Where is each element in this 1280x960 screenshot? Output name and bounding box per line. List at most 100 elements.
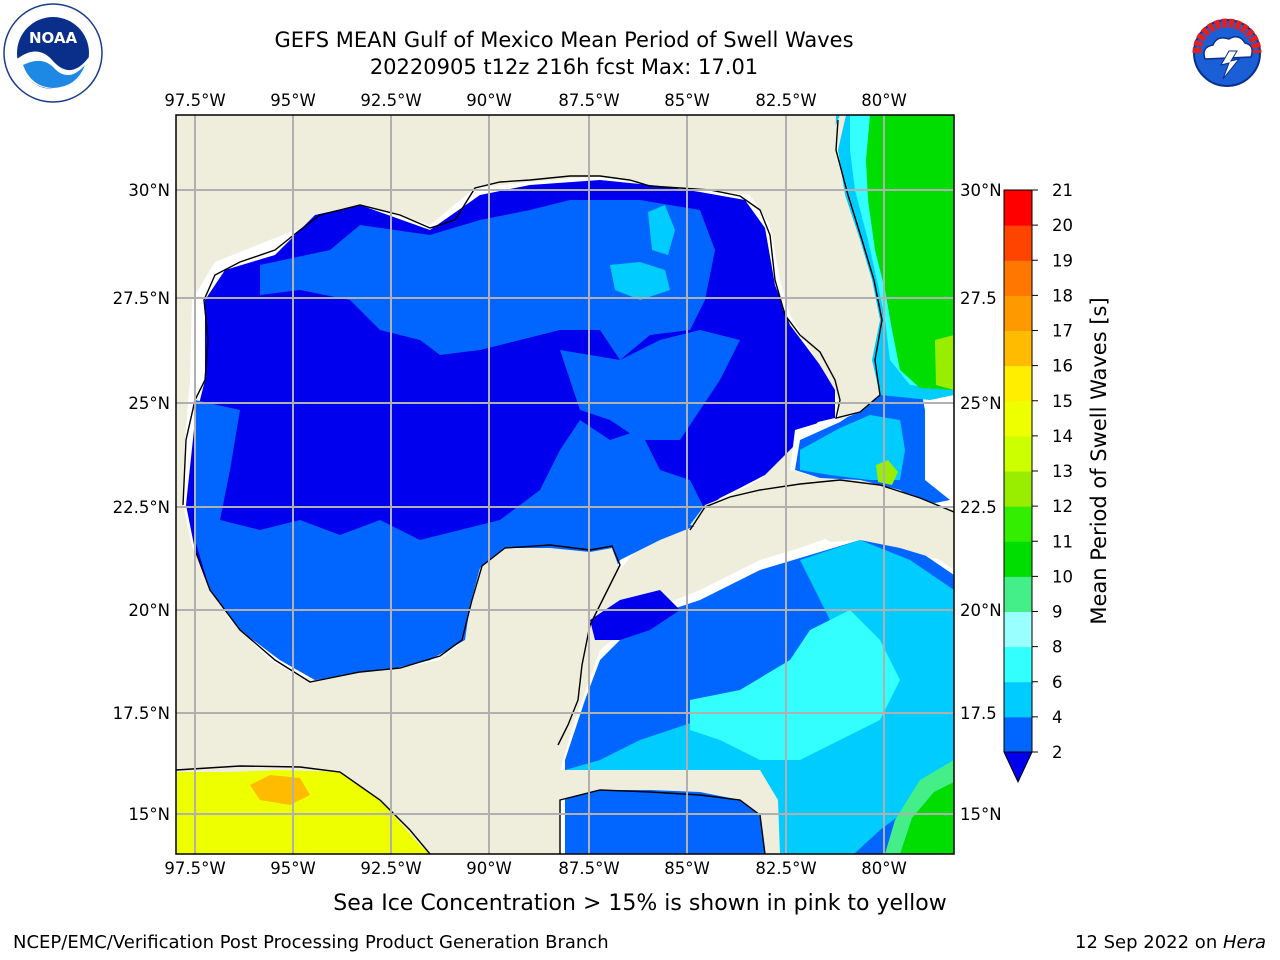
florida-land: [750, 115, 880, 420]
swell-field-9-10s-caribbean: [885, 760, 954, 854]
lon-label-top: 85°W: [664, 91, 710, 110]
map-panel: [176, 115, 954, 854]
colorbar-tick-label: 12: [1052, 497, 1073, 516]
lon-label-bottom: 97.5°W: [164, 859, 225, 878]
colorbar-label: Mean Period of Swell Waves [s]: [1087, 297, 1111, 624]
colorbar-tick-label: 4: [1052, 708, 1063, 727]
swell-field-2-4s-central: [560, 330, 740, 440]
nws-logo: [1179, 5, 1275, 101]
colorbar-tick-label: 21: [1052, 181, 1073, 200]
colorbar-tick-label: 13: [1052, 462, 1073, 481]
swell-field-2-4s-west: [195, 400, 710, 730]
lat-label-left: 20°N: [128, 601, 170, 620]
lat-label-right: 17.5: [960, 704, 997, 723]
lat-label-right: 20°N: [960, 601, 1002, 620]
colorbar-tick-label: 8: [1052, 638, 1063, 657]
colorbar-tick-label: 9: [1052, 603, 1063, 622]
swell-field-6-8s-caribbean: [690, 610, 900, 760]
colorbar-bin: [1004, 400, 1032, 437]
lon-label-top: 90°W: [466, 91, 512, 110]
colorbar-tick-label: 17: [1052, 322, 1073, 341]
lat-label-left: 25°N: [128, 394, 170, 413]
colorbar-tick-label: 20: [1052, 216, 1073, 235]
lon-label-top: 82.5°W: [755, 91, 816, 110]
lat-label-right: 27.5: [960, 289, 997, 308]
lon-label-bottom: 82.5°W: [755, 859, 816, 878]
colorbar-bin: [1004, 435, 1032, 472]
colorbar-bin: [1004, 611, 1032, 648]
chart-title-line-2: 20220905 t12z 216h fcst Max: 17.01: [369, 55, 759, 79]
lat-label-right: 15°N: [960, 805, 1002, 824]
colorbar-bin: [1004, 260, 1032, 296]
noaa-logo-text: NOAA: [29, 29, 78, 47]
colorbar-tick-label: 6: [1052, 673, 1063, 692]
caribbean-coastline: [176, 765, 766, 854]
swell-field-4-6s-patch: [648, 205, 675, 255]
swell-field-12-13s-atlantic: [935, 335, 954, 390]
colorbar-tick-label: 10: [1052, 567, 1073, 586]
chart-title-line-1: GEFS MEAN Gulf of Mexico Mean Period of …: [274, 28, 854, 52]
colorbar-bin: [1004, 365, 1032, 402]
lon-label-top: 92.5°W: [360, 91, 421, 110]
footer-date: 12 Sep 2022 on Hera: [1075, 932, 1266, 954]
lon-label-top: 97.5°W: [164, 91, 225, 110]
colorbar-tick-label: 2: [1052, 743, 1063, 762]
footer-host: Hera: [1222, 932, 1266, 953]
swell-field-15-17s-pacific: [250, 775, 310, 805]
lon-label-bottom: 85°W: [664, 859, 710, 878]
swell-field-10-11s-atlantic: [866, 115, 954, 390]
colorbar-bin: [1004, 576, 1032, 612]
colorbar-bin: [1004, 225, 1032, 261]
lon-label-bottom: 87.5°W: [558, 859, 619, 878]
lon-label-bottom: 90°W: [466, 859, 512, 878]
colorbar-bin: [1004, 330, 1032, 367]
lon-label-bottom: 92.5°W: [360, 859, 421, 878]
colorbar-tick-label: 14: [1052, 427, 1073, 446]
colorbar-bin: [1004, 716, 1032, 753]
sea-ice-note: Sea Ice Concentration > 15% is shown in …: [0, 891, 1280, 917]
lat-label-left: 30°N: [128, 181, 170, 200]
gulf-coastline: [182, 119, 883, 506]
lon-label-top: 87.5°W: [558, 91, 619, 110]
swell-field-4-6s-northeast: [610, 262, 670, 300]
cuba-coastline: [689, 479, 954, 531]
lon-label-bottom: 95°W: [270, 859, 316, 878]
colorbar-bin: [1004, 190, 1032, 226]
colorbar-tick-label: 11: [1052, 532, 1073, 551]
swell-field-2-4s-north: [260, 200, 715, 360]
lat-label-left: 27.5°N: [113, 289, 170, 308]
colorbar-bin: [1004, 646, 1032, 683]
noaa-logo: NOAA: [3, 3, 103, 103]
colorbar-tick-label: 16: [1052, 357, 1073, 376]
swell-field-12-13s-straits: [876, 460, 898, 485]
sea-ice-note-text: Sea Ice Concentration > 15% is shown in …: [333, 891, 947, 916]
colorbar-extend-triangle: [1003, 751, 1033, 784]
lat-label-left: 15°N: [128, 805, 170, 824]
lat-label-left: 22.5°N: [113, 498, 170, 517]
swell-field-under-2s-caribbean: [590, 590, 680, 640]
lon-label-bottom: 80°W: [861, 859, 907, 878]
swell-field-4-6s-straits: [800, 415, 905, 480]
map-frame: [175, 114, 955, 855]
colorbar-bin: [1004, 681, 1032, 718]
colorbar-tick-label: 15: [1052, 392, 1073, 411]
swell-field-10-11s-caribbean: [900, 780, 954, 854]
lon-label-top: 95°W: [270, 91, 316, 110]
footer-credit: NCEP/EMC/Verification Post Processing Pr…: [13, 932, 609, 953]
lat-label-right: 22.5: [960, 498, 997, 517]
colorbar-tick-label: 18: [1052, 286, 1073, 305]
map-gridlines: [176, 115, 954, 854]
central-america-land: [176, 505, 780, 854]
colorbar-tick-label: 19: [1052, 251, 1073, 270]
lat-label-right: 30°N: [960, 181, 1002, 200]
cuba-land: [690, 480, 954, 570]
colorbar-bin: [1004, 506, 1032, 542]
colorbar-bin: [1004, 295, 1032, 331]
lat-label-left: 17.5°N: [113, 704, 170, 723]
colorbar: 2 4 6 8 9 10 11 12 13 14 15 16 17 18 19 20 21 Mean Period…: [1003, 181, 1111, 784]
footer-date-text: 12 Sep 2022 on: [1075, 932, 1223, 953]
lat-label-right: 25°N: [960, 394, 1002, 413]
colorbar-bin: [1004, 541, 1032, 577]
map-tick-labels: 97.5°W 97.5°W 95°W 95°W 92.5°W 92.5°W 90°W 90°W…: [113, 91, 1002, 878]
